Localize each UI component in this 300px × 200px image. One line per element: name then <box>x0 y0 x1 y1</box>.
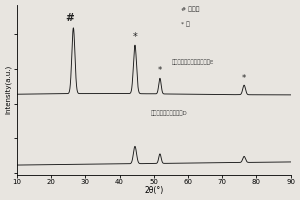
Text: # 碳素层: # 碳素层 <box>181 7 200 12</box>
X-axis label: 2θ(°): 2θ(°) <box>144 186 164 195</box>
Y-axis label: Intensity(a.u.): Intensity(a.u.) <box>5 65 11 114</box>
Text: *: * <box>133 32 137 42</box>
Text: 杉木孔道内长碳纳米管材料E: 杉木孔道内长碳纳米管材料E <box>172 59 214 65</box>
Text: *: * <box>158 66 162 75</box>
Text: #: # <box>66 13 74 23</box>
Text: 杉木孔道内负载模材料D: 杉木孔道内负载模材料D <box>151 110 188 116</box>
Text: * 镑: * 镑 <box>181 22 190 27</box>
Text: *: * <box>242 74 246 83</box>
